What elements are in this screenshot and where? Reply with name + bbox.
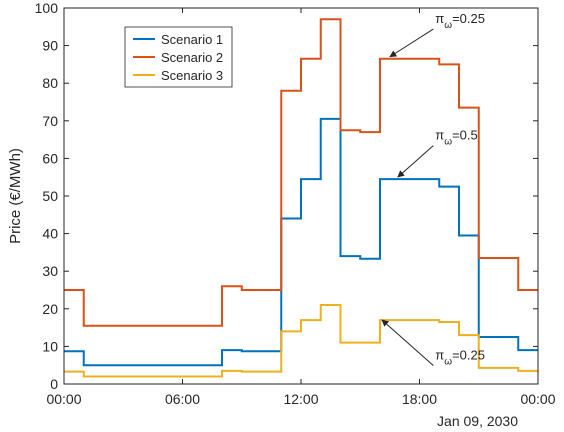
legend-label-2: Scenario 2 — [161, 50, 223, 65]
ticks-layer: 0 10 20 30 40 50 60 70 80 90 100 00:00 06:00 12:00 18:… — [35, 0, 556, 407]
y-tick-label: 0 — [50, 376, 58, 392]
x-tick-label: 18:00 — [402, 391, 437, 407]
legend-label-3: Scenario 3 — [161, 68, 223, 83]
annotation-arrow-3 — [381, 319, 434, 366]
y-tick-label: 80 — [42, 75, 58, 91]
y-tick-label: 30 — [42, 263, 58, 279]
legend-label-1: Scenario 1 — [161, 32, 223, 47]
date-label: Jan 09, 2030 — [437, 413, 518, 429]
y-tick-label: 40 — [42, 226, 58, 242]
annotation-arrow-2 — [397, 145, 434, 178]
series-line-2 — [64, 18, 538, 327]
annotation-label-1: πω=0.25 — [435, 11, 485, 31]
y-tick-label: 90 — [42, 38, 58, 54]
x-tick-label: 12:00 — [283, 391, 318, 407]
y-tick-label: 50 — [42, 188, 58, 204]
x-tick-label: 00:00 — [46, 391, 81, 407]
y-tick-label: 10 — [42, 338, 58, 354]
series-line-1 — [64, 117, 538, 367]
annotations: πω=0.25 πω=0.5 πω=0.25 — [381, 11, 485, 368]
y-tick-label: 100 — [35, 0, 59, 16]
annotation-label-2: πω=0.5 — [435, 128, 477, 148]
y-tick-label: 20 — [42, 301, 58, 317]
annotation-label-3: πω=0.25 — [435, 348, 485, 368]
series-layer — [64, 18, 538, 378]
y-axis-label: Price (€/MWh) — [7, 148, 24, 244]
x-tick-label: 06:00 — [165, 391, 200, 407]
y-tick-label: 70 — [42, 113, 58, 129]
y-tick-label: 60 — [42, 150, 58, 166]
annotation-arrow-1 — [389, 28, 434, 58]
legend: Scenario 1 Scenario 2 Scenario 3 — [124, 26, 233, 88]
series-line-3 — [64, 304, 538, 378]
x-tick-label: 00:00 — [520, 391, 555, 407]
